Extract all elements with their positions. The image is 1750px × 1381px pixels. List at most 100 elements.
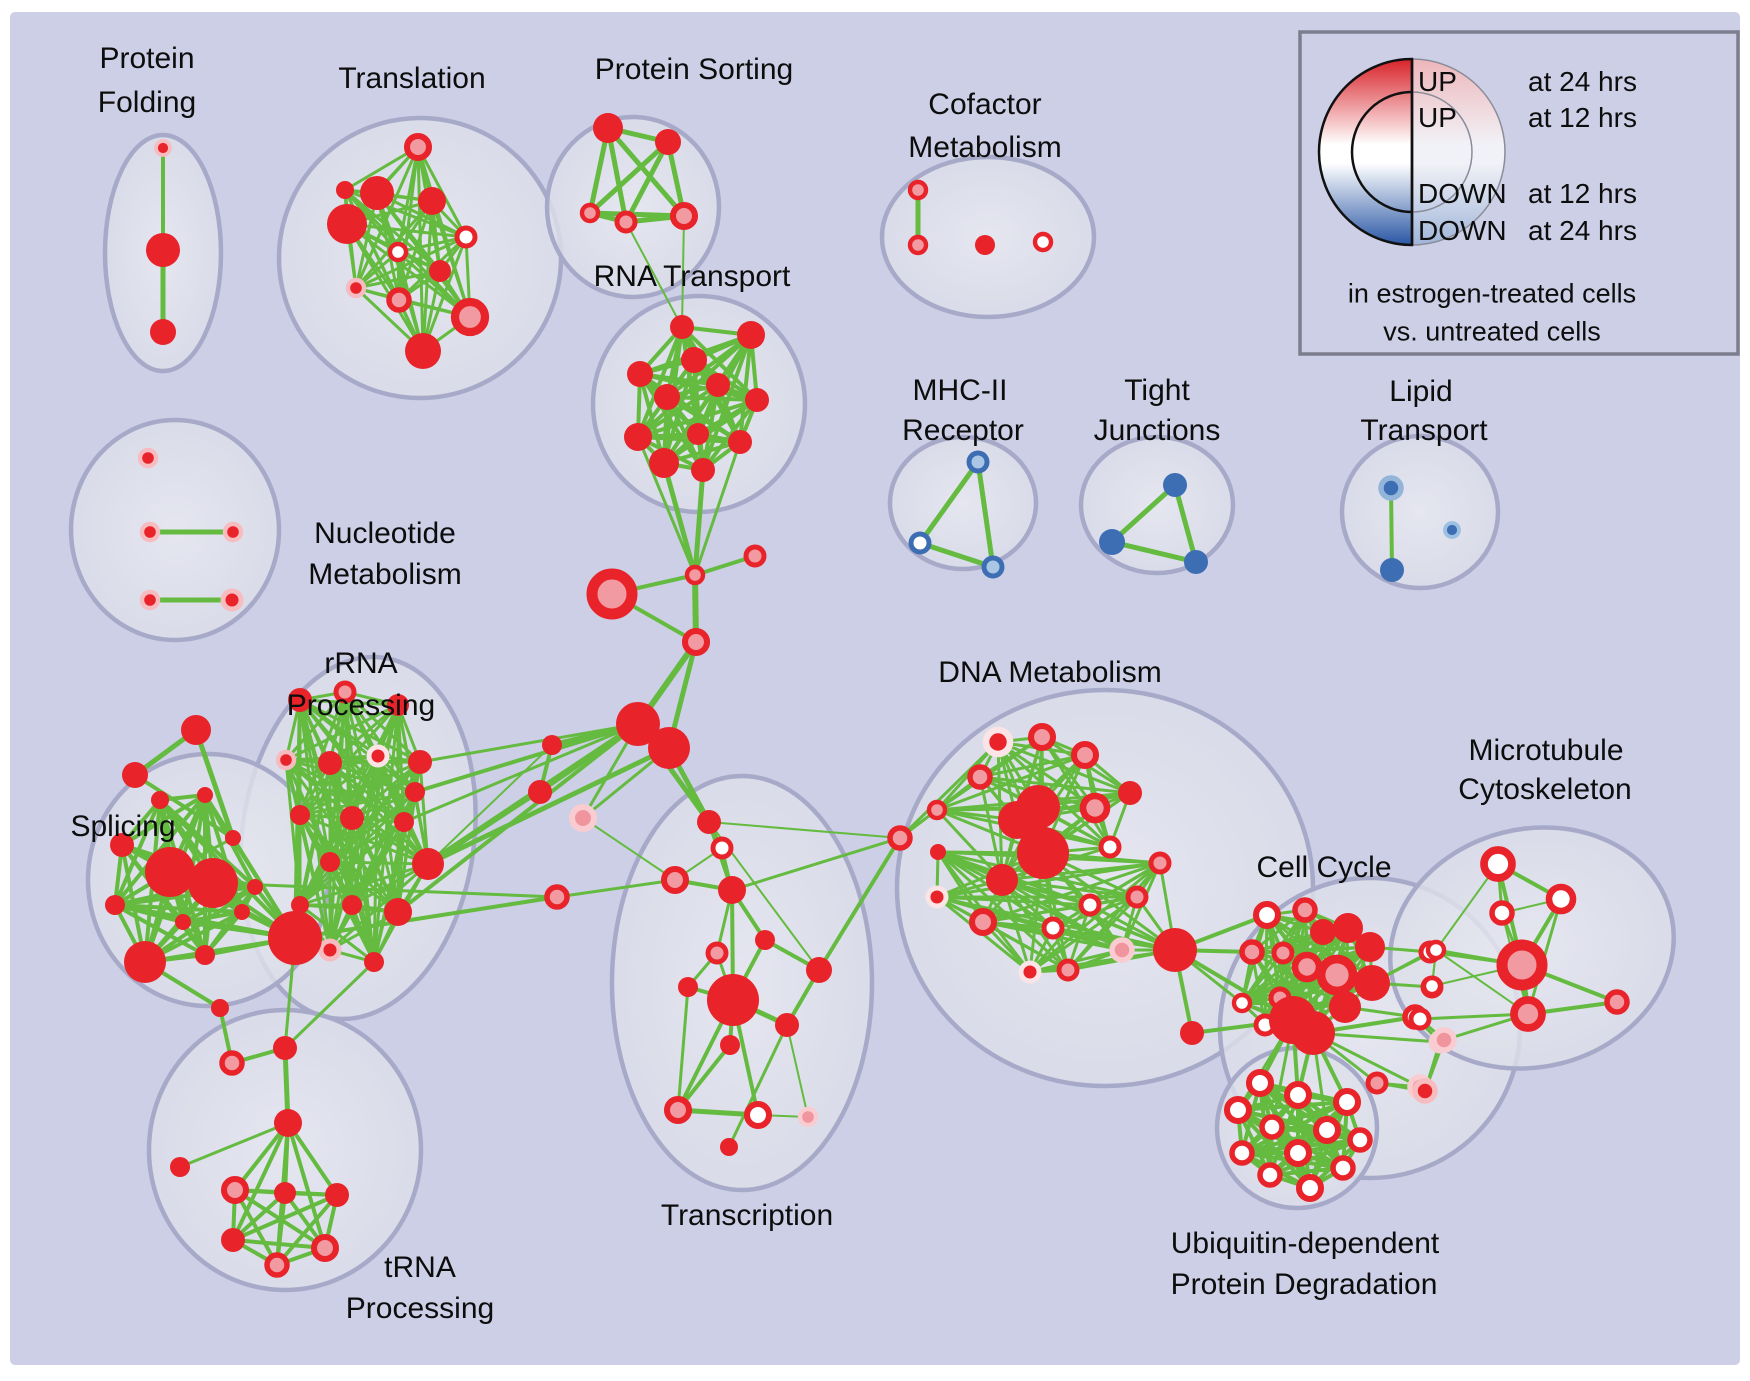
network-edge <box>692 467 706 578</box>
network-node <box>124 941 166 983</box>
network-node <box>1098 835 1122 859</box>
network-edge <box>427 744 553 865</box>
network-edge <box>231 1121 290 1242</box>
network-edge <box>425 745 672 867</box>
network-node <box>986 864 1018 896</box>
network-node <box>418 187 446 215</box>
network-node <box>982 726 1014 758</box>
network-node <box>268 911 322 965</box>
network-node <box>360 176 394 210</box>
network-edge <box>328 703 400 765</box>
network-edge <box>158 798 257 889</box>
network-node <box>1378 475 1404 501</box>
network-node <box>146 233 180 267</box>
network-edge <box>935 895 1092 907</box>
network-edge <box>917 459 981 546</box>
network-edge <box>421 199 434 353</box>
network-node <box>154 139 172 157</box>
network-node <box>318 938 342 962</box>
network-node <box>710 836 734 860</box>
network-node <box>649 448 679 478</box>
network-node <box>544 884 570 910</box>
cluster-label-microtubule-cytoskeleton: Cytoskeleton <box>1458 773 1631 806</box>
network-node <box>450 297 490 337</box>
network-node <box>1231 992 1253 1014</box>
network-edge <box>730 836 902 892</box>
network-node <box>669 201 699 231</box>
network-node <box>1041 916 1065 940</box>
cluster-label-cofactor-metabolism: Cofactor <box>928 88 1041 121</box>
network-edge <box>418 722 640 764</box>
network-edge <box>662 398 759 465</box>
network-edge <box>555 878 677 899</box>
network-edge <box>298 690 347 817</box>
network-node <box>616 702 660 746</box>
network-node <box>405 333 441 369</box>
network-edge <box>328 860 430 866</box>
network-node <box>706 373 730 397</box>
network-edge <box>283 960 376 1050</box>
network-node <box>593 113 623 143</box>
network-node <box>1489 900 1515 926</box>
network-node <box>345 277 367 299</box>
network-edge <box>396 235 468 254</box>
legend-row-time: at 12 hrs <box>1528 178 1637 209</box>
legend-row-time: at 24 hrs <box>1528 66 1637 97</box>
network-node <box>966 450 990 474</box>
network-edge <box>1028 861 1162 974</box>
network-node <box>364 952 384 972</box>
network-node <box>728 430 752 454</box>
network-node <box>1332 1087 1362 1117</box>
network-node <box>660 865 690 895</box>
network-node <box>225 830 241 846</box>
network-node <box>170 1157 190 1177</box>
network-node <box>528 780 552 804</box>
network-node <box>105 895 125 915</box>
network-node <box>403 132 433 162</box>
network-edge <box>701 398 759 472</box>
network-edge <box>193 727 236 841</box>
network-node <box>755 930 775 950</box>
network-node <box>1355 932 1385 962</box>
cluster-label-lipid-transport: Transport <box>1360 414 1488 447</box>
legend-row-direction: UP <box>1418 66 1457 97</box>
network-node <box>394 812 414 832</box>
legend: UP at 24 hrs UP at 12 hrs DOWN at 12 hrs DOWN a… <box>1298 30 1740 356</box>
network-node <box>1118 781 1142 805</box>
network-node <box>1229 1140 1255 1166</box>
network-edge <box>350 760 422 820</box>
network-node <box>691 458 715 482</box>
network-node <box>151 791 169 809</box>
network-edge <box>343 188 442 273</box>
network-edge <box>1109 539 1199 565</box>
network-edge <box>233 1121 290 1192</box>
network-node <box>1604 989 1630 1015</box>
network-node <box>247 879 263 895</box>
network-node <box>220 1175 250 1205</box>
cluster-label-cofactor-metabolism: Metabolism <box>908 131 1061 164</box>
network-edge <box>786 1024 809 1118</box>
network-edge <box>1240 1128 1329 1155</box>
network-node <box>1017 827 1069 879</box>
cluster-label-mhc-ii-receptor: MHC-II <box>913 374 1008 407</box>
network-node <box>967 764 993 790</box>
network-node <box>1032 231 1054 253</box>
network-node <box>718 876 746 904</box>
network-node <box>1295 1173 1325 1203</box>
legend-footnote: vs. untreated cells <box>1383 317 1601 347</box>
network-node <box>139 589 161 611</box>
network-node <box>290 805 310 825</box>
network-edge <box>1435 949 1529 1015</box>
network-node <box>1421 975 1443 997</box>
network-edge <box>293 895 559 940</box>
network-node <box>1310 919 1336 945</box>
network-node <box>975 235 995 255</box>
cluster-label-protein-folding: Protein <box>99 42 194 75</box>
network-node <box>1480 846 1516 882</box>
network-edge <box>661 460 698 578</box>
network-edge <box>1389 486 1394 572</box>
network-node <box>1291 951 1323 983</box>
network-node <box>743 1100 773 1130</box>
network-edge <box>978 775 1004 882</box>
